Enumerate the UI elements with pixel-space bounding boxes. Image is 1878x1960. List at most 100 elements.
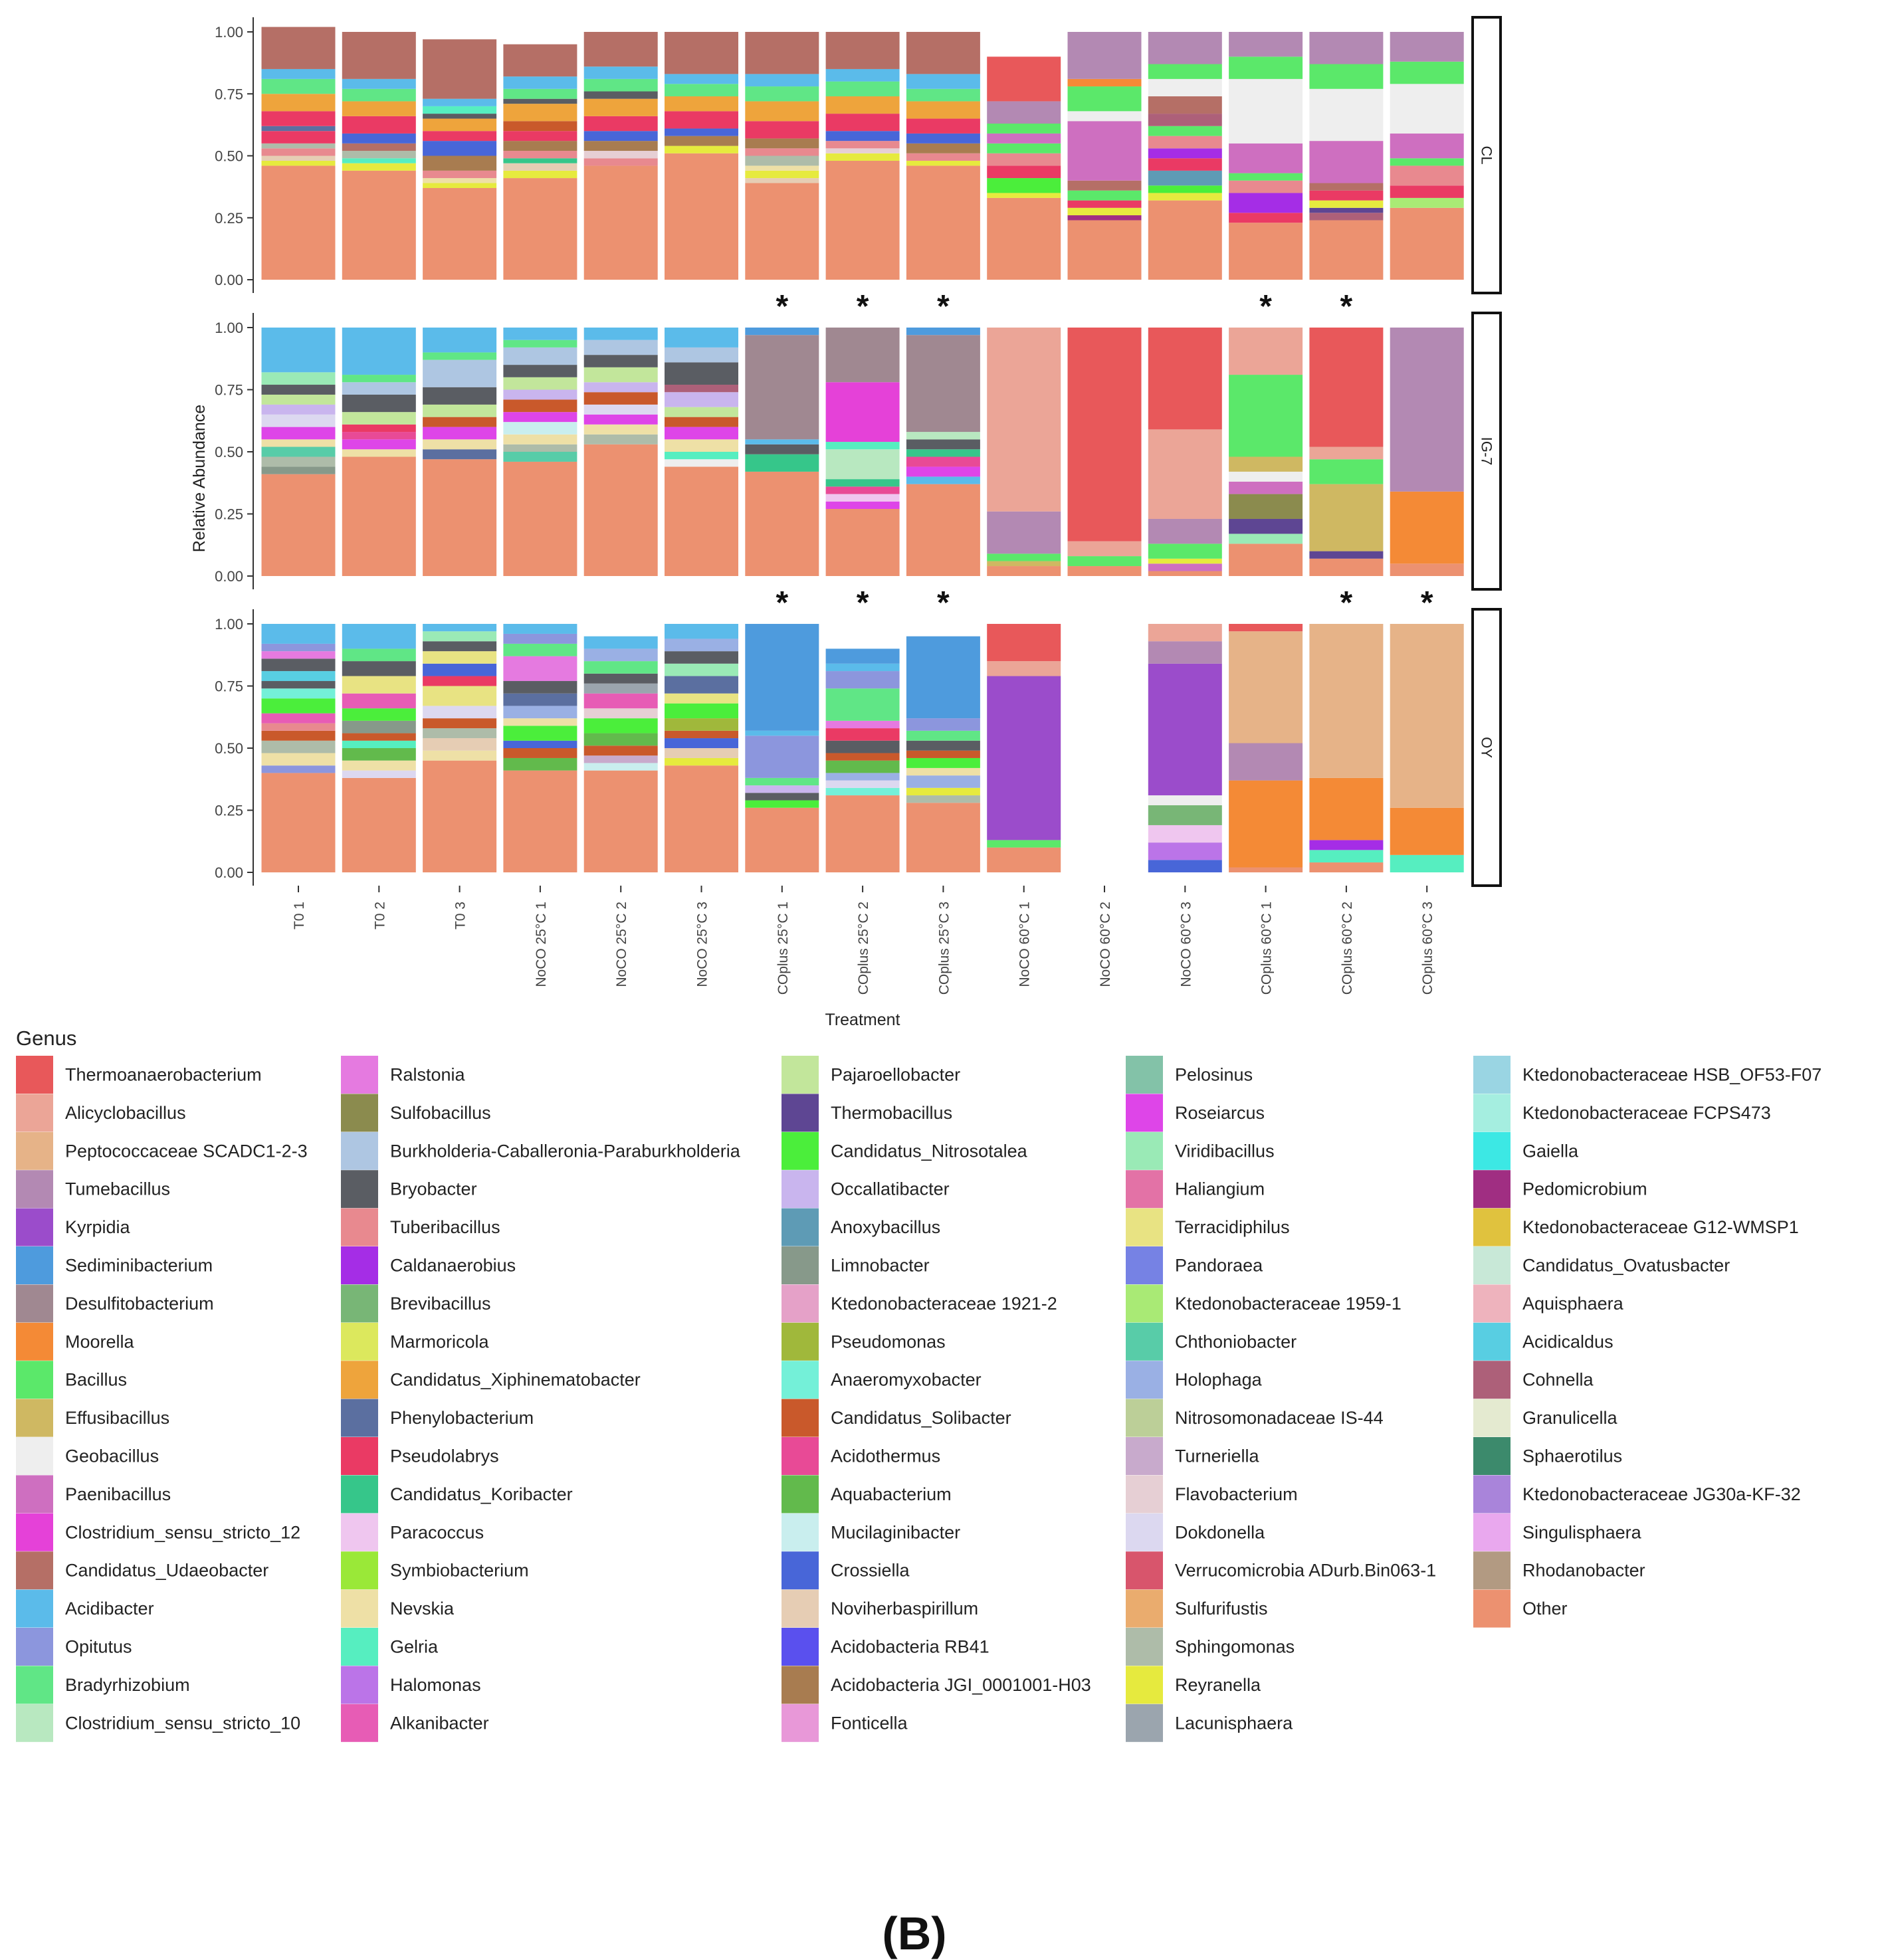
legend-swatch bbox=[782, 1094, 819, 1132]
bar-coplus-60-c-1 bbox=[1229, 624, 1303, 872]
segment-other bbox=[261, 773, 336, 872]
segment-bryobacter bbox=[906, 740, 980, 751]
segment-holophaga bbox=[825, 773, 900, 781]
segment-turneriella bbox=[583, 755, 658, 763]
legend-label: Acidothermus bbox=[831, 1446, 940, 1466]
segment-bacillus bbox=[987, 840, 1061, 848]
legend-item-bacillus: Bacillus bbox=[16, 1361, 127, 1399]
segment-effusibacillus bbox=[1229, 456, 1303, 472]
segment-peptococcaceae-scadc1-2-3 bbox=[1309, 624, 1384, 778]
y-tick-label: 0.00 bbox=[215, 272, 243, 288]
figure-label: (B) bbox=[882, 1908, 946, 1959]
segment-paracoccus bbox=[825, 494, 900, 502]
legend-item-opitutus: Opitutus bbox=[16, 1628, 132, 1666]
x-tick-label: NoCO 25°C 1 bbox=[534, 902, 549, 987]
legend-swatch bbox=[782, 1666, 819, 1704]
segment-candidatus-xiphinematobacter bbox=[423, 118, 497, 132]
legend-swatch bbox=[782, 1437, 819, 1475]
segment-bryobacter bbox=[261, 658, 336, 672]
segment-bradyrhizobium bbox=[342, 648, 416, 662]
segment-tuberibacillus bbox=[503, 151, 577, 159]
segment-acidibacter bbox=[423, 98, 497, 106]
segment-occallatibacter bbox=[503, 389, 577, 400]
segment-candidatus-udaeobacter bbox=[342, 143, 416, 151]
bar-t0-3 bbox=[423, 39, 497, 280]
segment-sediminibacterium bbox=[906, 636, 980, 719]
legend-swatch bbox=[1126, 1246, 1163, 1284]
legend-label: Mucilaginibacter bbox=[831, 1522, 960, 1542]
legend-swatch bbox=[1473, 1437, 1511, 1475]
segment-acidibacter bbox=[906, 74, 980, 89]
segment-nevskia bbox=[503, 718, 577, 726]
significance-asterisk: * bbox=[1340, 289, 1353, 324]
legend-item-geobacillus: Geobacillus bbox=[16, 1437, 159, 1475]
legend-swatch bbox=[341, 1056, 378, 1094]
legend-item-singulisphaera: Singulisphaera bbox=[1473, 1513, 1642, 1551]
segment-bacillus bbox=[987, 553, 1061, 561]
legend-swatch bbox=[782, 1361, 819, 1399]
y-tick-label: 0.75 bbox=[215, 382, 243, 399]
segment-noviherbaspirillum bbox=[665, 748, 738, 758]
segment-reyranella bbox=[906, 787, 980, 796]
segment-opitutus bbox=[261, 643, 336, 652]
legend-label: Reyranella bbox=[1175, 1675, 1261, 1695]
legend-label: Paracoccus bbox=[390, 1522, 484, 1542]
segment-alkanibacter bbox=[342, 693, 416, 709]
segment-bryobacter bbox=[342, 661, 416, 676]
segment-tumebacillus bbox=[1390, 32, 1464, 62]
segment-geobacillus bbox=[1067, 111, 1142, 122]
legend-label: Ralstonia bbox=[390, 1065, 466, 1085]
segment-candidatus-nitrosotalea bbox=[665, 703, 738, 719]
segment-candidatus-solibacter bbox=[423, 417, 497, 427]
segment-candidatus-xiphinematobacter bbox=[906, 101, 980, 119]
legend-item-thermoanaerobacterium: Thermoanaerobacterium bbox=[16, 1056, 262, 1094]
segment-gelria bbox=[825, 442, 900, 450]
legend-swatch bbox=[1473, 1246, 1511, 1284]
segment-flavobacterium bbox=[583, 151, 658, 159]
segment-occallatibacter bbox=[583, 382, 658, 393]
facet-strip bbox=[1471, 16, 1502, 294]
segment-thermoanaerobacterium bbox=[1148, 328, 1222, 430]
segment-bacillus bbox=[1229, 375, 1303, 457]
segment-candidatus-solibacter bbox=[342, 733, 416, 741]
legend-item-candidatus-koribacter: Candidatus_Koribacter bbox=[341, 1475, 573, 1514]
legend-swatch bbox=[16, 1551, 53, 1590]
segment-pajaroellobacter bbox=[665, 407, 738, 417]
legend-label: Verrucomicrobia ADurb.Bin063-1 bbox=[1175, 1561, 1436, 1581]
segment-candidatus-xiphinematobacter bbox=[503, 104, 577, 122]
legend-title: Genus bbox=[16, 1027, 76, 1050]
segment-bryobacter bbox=[503, 681, 577, 694]
segment-other bbox=[906, 165, 980, 280]
legend-item-ktedonobacteraceae-1959-1: Ktedonobacteraceae 1959-1 bbox=[1126, 1284, 1402, 1323]
legend-swatch bbox=[782, 1246, 819, 1284]
segment-roseiarcus bbox=[825, 501, 900, 510]
legend-swatch bbox=[1126, 1704, 1163, 1742]
segment-tuberibacillus bbox=[583, 158, 658, 166]
segment-paenibacillus bbox=[1067, 121, 1142, 181]
legend-item-moorella: Moorella bbox=[16, 1322, 135, 1361]
bar-noco-60-c-1 bbox=[987, 328, 1061, 576]
segment-cohnella bbox=[1148, 114, 1222, 126]
segment-thermoanaerobacterium bbox=[1309, 328, 1384, 447]
legend-swatch bbox=[16, 1628, 53, 1666]
segment-alicyclobacillus bbox=[1067, 541, 1142, 557]
legend-item-terracidiphilus: Terracidiphilus bbox=[1126, 1208, 1290, 1246]
legend-item-alkanibacter: Alkanibacter bbox=[341, 1704, 489, 1742]
legend-swatch bbox=[341, 1094, 378, 1132]
legend-item-cohnella: Cohnella bbox=[1473, 1361, 1594, 1399]
segment-reyranella bbox=[665, 146, 738, 153]
segment-other bbox=[423, 459, 497, 576]
segment-aquabacterium bbox=[503, 757, 577, 771]
legend-item-lacunisphaera: Lacunisphaera bbox=[1126, 1704, 1293, 1742]
y-tick-label: 0.25 bbox=[215, 210, 243, 227]
bar-coplus-25-c-2 bbox=[825, 648, 900, 872]
segment-roseiarcus bbox=[583, 414, 658, 425]
legend-swatch bbox=[1126, 1056, 1163, 1094]
segment-paracoccus bbox=[1148, 825, 1222, 843]
y-tick-label: 0.00 bbox=[215, 864, 243, 881]
segment-sediminibacterium bbox=[745, 624, 819, 731]
legend-swatch bbox=[16, 1094, 53, 1132]
x-tick-label: NoCO 60°C 3 bbox=[1178, 902, 1194, 987]
x-tick-label: COplus 25°C 1 bbox=[776, 902, 791, 995]
segment-bradyrhizobium bbox=[423, 352, 497, 360]
